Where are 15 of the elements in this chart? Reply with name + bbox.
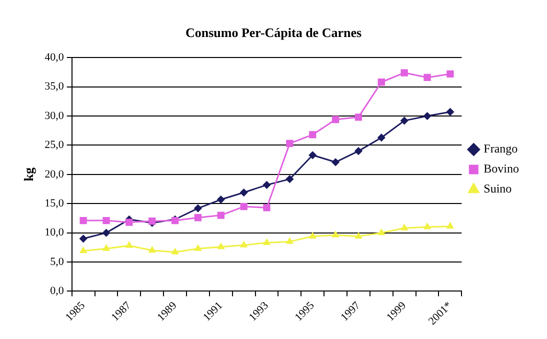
- y-tick-label: 35,0: [44, 80, 64, 93]
- y-tick-label: 10,0: [44, 226, 64, 239]
- y-tick-label: 0,0: [50, 285, 64, 298]
- legend-label: Bovino: [484, 162, 520, 176]
- y-tick-label: 40,0: [44, 51, 64, 64]
- y-tick-label: 5,0: [50, 256, 64, 268]
- y-tick-label: 30,0: [44, 110, 64, 122]
- y-tick-label: 25,0: [44, 139, 64, 152]
- legend-label: Suino: [484, 182, 512, 196]
- y-tick-label: 15,0: [44, 198, 64, 210]
- y-axis-title: kg: [21, 167, 36, 182]
- legend-label: Frango: [484, 142, 518, 156]
- chart-title: Consumo Per-Cápita de Carnes: [185, 25, 362, 40]
- y-tick-label: 20,0: [44, 168, 64, 180]
- x-tick-label: 1991: [201, 300, 226, 324]
